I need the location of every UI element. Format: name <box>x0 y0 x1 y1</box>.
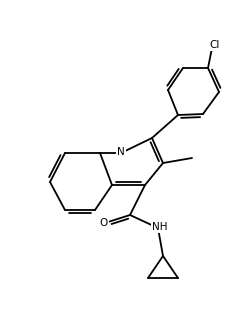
Text: N: N <box>117 147 125 157</box>
Text: O: O <box>100 218 108 228</box>
Text: NH: NH <box>152 222 168 232</box>
Text: Cl: Cl <box>210 40 220 50</box>
